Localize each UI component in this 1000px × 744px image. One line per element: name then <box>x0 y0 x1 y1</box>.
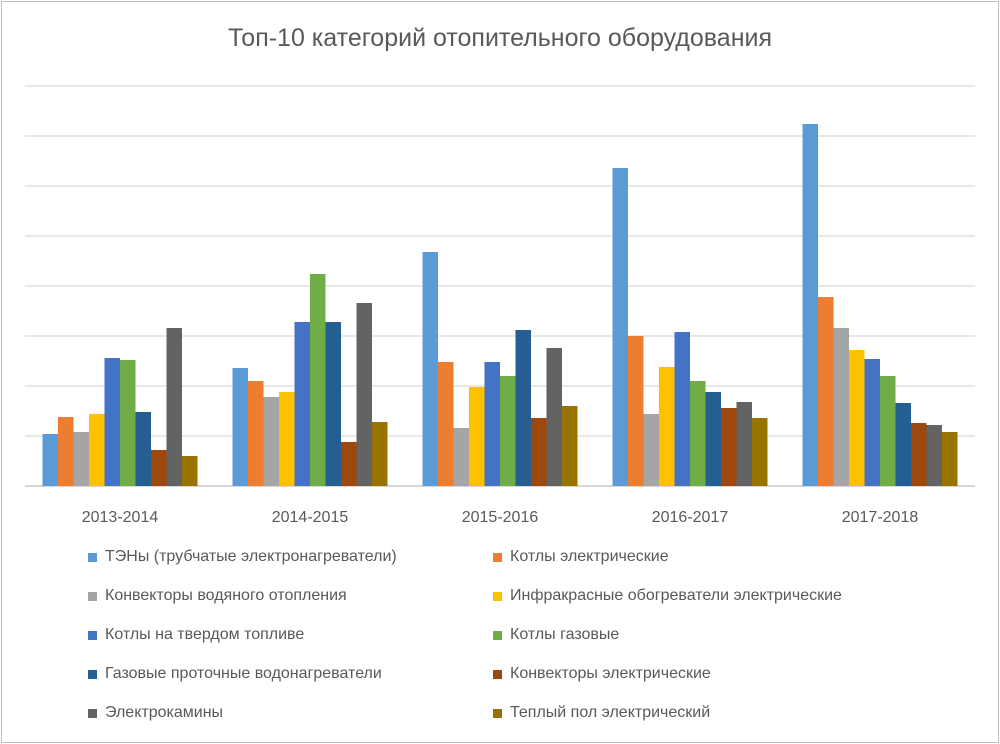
bar <box>705 392 721 486</box>
bar <box>248 381 264 486</box>
legend-label: Котлы на твердом топливе <box>105 626 305 643</box>
legend-label: Конвекторы электрические <box>510 665 711 682</box>
bar <box>263 397 279 486</box>
legend-swatch <box>493 591 502 601</box>
legend-item: Инфракрасные обогреватели электрические <box>493 587 842 605</box>
bar <box>89 414 105 486</box>
bar <box>279 392 295 486</box>
bar <box>531 418 547 486</box>
bar <box>453 428 469 486</box>
bar <box>849 350 865 486</box>
bar <box>643 414 659 486</box>
x-tick-label: 2013-2014 <box>82 509 159 526</box>
legend-swatch <box>88 552 97 562</box>
legend-label: Электрокамины <box>105 704 224 721</box>
bar <box>911 423 927 486</box>
bar <box>628 336 644 486</box>
legend-item: Газовые проточные водонагреватели <box>88 665 382 683</box>
x-tick-label: 2014-2015 <box>272 509 349 526</box>
legend-label: Котлы электрические <box>510 548 669 565</box>
bar <box>325 322 341 486</box>
bar <box>310 274 326 486</box>
bar <box>469 387 485 486</box>
bar <box>294 322 310 486</box>
bar <box>942 432 958 486</box>
legend-label: Котлы газовые <box>510 626 620 643</box>
legend-item: Конвекторы электрические <box>493 665 711 683</box>
legend-label: Теплый пол электрический <box>510 704 711 721</box>
legend-swatch <box>88 630 97 640</box>
bar <box>356 303 372 486</box>
x-tick-label: 2017-2018 <box>842 509 919 526</box>
bar <box>182 456 198 486</box>
legend-label: ТЭНы (трубчатые электронагреватели) <box>105 548 397 565</box>
bar <box>802 124 818 486</box>
bar <box>341 442 357 486</box>
bar <box>880 376 896 486</box>
legend-swatch <box>493 630 502 640</box>
bar <box>926 425 942 486</box>
x-tick-label: 2015-2016 <box>462 509 539 526</box>
bar <box>73 432 89 486</box>
bar <box>500 376 516 486</box>
bar <box>690 381 706 486</box>
legend-item: Электрокамины <box>88 704 223 722</box>
bar <box>721 408 737 486</box>
bar <box>166 328 182 486</box>
bar <box>833 328 849 486</box>
bar <box>736 402 752 486</box>
bar <box>659 367 675 486</box>
legend-swatch <box>493 708 502 718</box>
legend-item: ТЭНы (трубчатые электронагреватели) <box>88 548 397 566</box>
legend-label: Инфракрасные обогреватели электрические <box>510 587 842 604</box>
bar <box>752 418 768 486</box>
legend-item: Котлы газовые <box>493 626 619 644</box>
bar <box>818 297 834 486</box>
bar <box>42 434 58 486</box>
bar <box>864 359 880 486</box>
bar <box>422 252 438 486</box>
legend-label: Конвекторы водяного отопления <box>105 587 347 604</box>
bar <box>58 417 74 486</box>
bar <box>612 168 628 486</box>
bar <box>562 406 578 486</box>
legend-item: Теплый пол электрический <box>493 704 710 722</box>
bar <box>674 332 690 486</box>
bar <box>484 362 500 486</box>
bar <box>104 358 120 486</box>
legend-swatch <box>493 552 502 562</box>
bar <box>895 403 911 486</box>
legend-item: Конвекторы водяного отопления <box>88 587 347 605</box>
bar <box>120 360 136 486</box>
legend-swatch <box>493 669 502 679</box>
bar <box>438 362 454 486</box>
bar <box>546 348 562 486</box>
chart-title: Топ-10 категорий отопительного оборудова… <box>227 24 773 52</box>
bar <box>135 412 151 486</box>
bar <box>372 422 388 486</box>
bar <box>515 330 531 486</box>
legend-label: Газовые проточные водонагреватели <box>105 665 382 682</box>
legend-item: Котлы электрические <box>493 548 669 566</box>
legend-item: Котлы на твердом топливе <box>88 626 304 644</box>
bar <box>151 450 167 486</box>
legend-swatch <box>88 708 97 718</box>
legend-swatch <box>88 591 97 601</box>
legend-swatch <box>88 669 97 679</box>
bar <box>232 368 248 486</box>
x-tick-label: 2016-2017 <box>652 509 729 526</box>
